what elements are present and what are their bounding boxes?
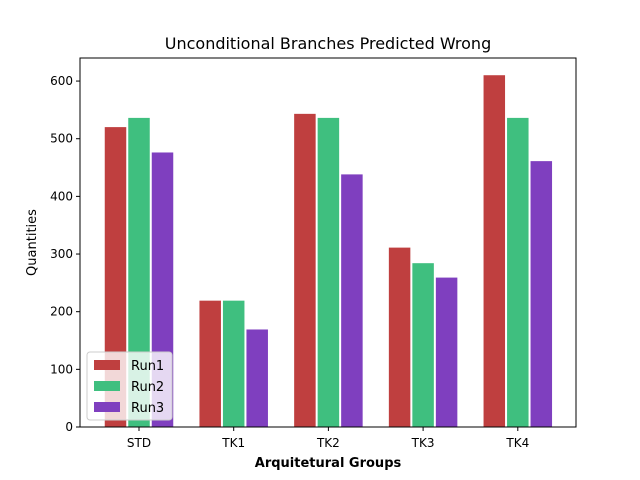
legend-swatch-run2: [94, 381, 120, 391]
x-tick-label-tk1: TK1: [221, 436, 245, 450]
y-tick-label: 600: [50, 74, 73, 88]
bar-run3-tk1: [245, 328, 269, 428]
y-tick-label: 100: [50, 362, 73, 376]
y-tick-label: 400: [50, 189, 73, 203]
bar-run2-tk3: [411, 262, 435, 428]
legend-label-run1: Run1: [131, 359, 164, 374]
y-tick-label: 300: [50, 247, 73, 261]
bar-run3-tk3: [434, 276, 459, 428]
bar-run3-tk4: [529, 160, 554, 428]
bar-run1-tk1: [198, 299, 222, 428]
x-tick-label-std: STD: [127, 436, 151, 450]
bars-group: [103, 74, 554, 428]
x-axis: STD TK1 TK2 TK3 TK4: [127, 427, 529, 450]
legend: Run1 Run2 Run3: [86, 351, 173, 421]
x-tick-label-tk3: TK3: [411, 436, 435, 450]
legend-label-run2: Run2: [131, 380, 164, 395]
y-tick-label: 0: [65, 420, 73, 434]
bar-run3-tk2: [340, 173, 364, 428]
bar-run1-tk4: [482, 74, 507, 428]
legend-label-run3: Run3: [131, 401, 164, 416]
bar-run2-tk1: [221, 299, 246, 428]
legend-swatch-run1: [94, 360, 120, 370]
y-tick-label: 200: [50, 305, 73, 319]
plot-frame: [79, 57, 577, 428]
y-axis: 0 100 200 300 400 500 600: [50, 74, 80, 434]
bar-run2-tk4: [506, 116, 530, 428]
x-axis-label: Arquitetural Groups: [255, 456, 402, 471]
bar-run1-tk3: [387, 246, 412, 428]
x-tick-label-tk4: TK4: [505, 436, 529, 450]
y-axis-label: Quantities: [25, 209, 40, 276]
chart-title: Unconditional Branches Predicted Wrong: [165, 34, 491, 53]
x-tick-label-tk2: TK2: [316, 436, 340, 450]
bar-run1-tk2: [293, 112, 317, 428]
y-tick-label: 500: [50, 132, 73, 146]
legend-swatch-run3: [94, 402, 120, 412]
bar-run2-tk2: [316, 116, 341, 428]
